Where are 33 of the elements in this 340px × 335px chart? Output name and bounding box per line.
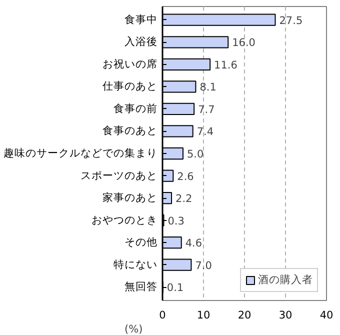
y-tick-label: スポーツのあと	[80, 170, 158, 182]
x-tick-label: 40	[320, 310, 334, 322]
data-label: 27.5	[279, 14, 303, 27]
data-label: 2.2	[176, 193, 192, 206]
data-label: 11.6	[214, 59, 238, 72]
data-label: 2.6	[177, 170, 194, 183]
y-tick-label: 仕事のあと	[102, 80, 158, 93]
x-axis-title: (%)	[124, 324, 143, 335]
y-tick-label: 食事のあと	[102, 124, 158, 138]
y-tick-label: 入浴後	[124, 35, 158, 48]
data-label: 0.3	[168, 215, 184, 228]
y-tick-label: 食事の前	[114, 102, 158, 115]
data-label: 16.0	[232, 37, 256, 50]
data-label: 4.6	[185, 238, 202, 250]
x-tick-label: 30	[278, 310, 292, 322]
y-tick-label: その他	[124, 236, 158, 249]
x-tick-label: 10	[196, 310, 210, 322]
legend-label: 酒の購入者	[258, 273, 313, 287]
data-label: 7.0	[195, 260, 212, 272]
x-tick-label: 20	[238, 310, 252, 322]
y-tick-label: 家事のあと	[102, 191, 158, 204]
data-label: 8.1	[200, 82, 216, 94]
y-tick-label: おやつのとき	[92, 214, 158, 226]
data-label: 5.0	[187, 148, 204, 160]
data-label: 7.7	[198, 104, 215, 116]
data-label: 0.1	[166, 282, 184, 294]
y-tick-label: 食事中	[124, 12, 158, 26]
x-tick-label: 0	[159, 310, 166, 322]
y-tick-label: 無回答	[124, 281, 158, 294]
data-label: 7.4	[196, 126, 214, 138]
y-tick-label: 趣味のサークルなどでの集まり	[4, 146, 158, 160]
y-tick-label: 特にない	[114, 258, 158, 271]
y-tick-label: お祝いの席	[102, 57, 158, 70]
